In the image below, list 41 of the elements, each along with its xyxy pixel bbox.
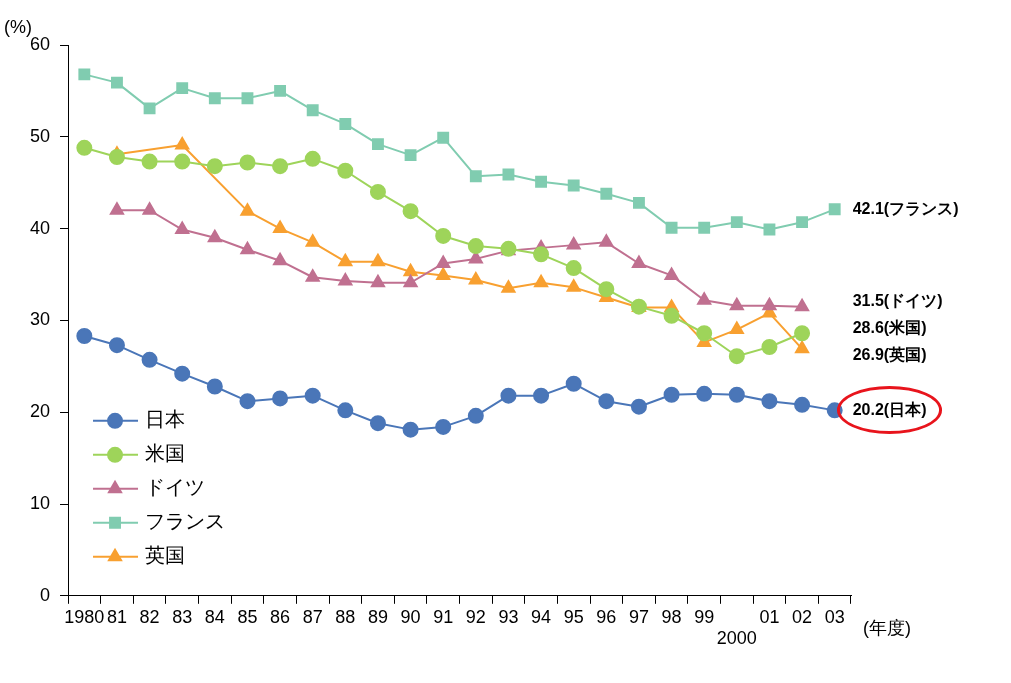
y-tick-label: 40 [29,217,51,238]
x-tick-label: 02 [792,606,813,627]
y-tick-label: 10 [29,492,51,513]
x-tick-label: 2000 [716,628,757,649]
legend-label: 日本 [145,408,186,431]
x-tick-label: 90 [400,606,421,627]
y-tick-label: 0 [40,584,51,605]
x-tick-label: 82 [139,606,160,627]
x-tick-label: 93 [498,606,519,627]
x-tick-label: 84 [204,606,225,627]
y-tick-label: 20 [29,401,51,422]
legend-label: ドイツ [145,476,206,499]
x-tick-label: 86 [270,606,291,627]
x-tick-label: 83 [172,606,193,627]
x-tick-label: 01 [759,606,780,627]
x-tick-label: 97 [628,606,649,627]
y-tick-label: 50 [29,125,51,146]
x-tick-label: 1980 [64,606,105,627]
x-tick-label: 96 [596,606,617,627]
x-tick-label: 88 [335,606,356,627]
legend-label: フランス [145,510,226,533]
y-tick-label: 30 [29,309,51,330]
text: 28.6(米国) [852,318,927,336]
legend-label: 英国 [145,544,186,567]
x-tick-label: 87 [302,606,323,627]
x-tick-label: 81 [106,606,127,627]
x-axis-title: (年度) [863,617,911,638]
x-tick-label: 92 [465,606,486,627]
x-tick-label: 85 [237,606,258,627]
x-tick-label: 89 [367,606,388,627]
legend-label: 米国 [145,442,186,465]
x-tick-label: 95 [563,606,584,627]
x-tick-label: 99 [694,606,715,627]
annotation: 20.2(日本) [852,400,927,418]
text: 26.9(英国) [852,345,927,363]
x-tick-label: 91 [433,606,454,627]
x-tick-label: 98 [661,606,682,627]
x-tick-label: 03 [824,606,845,627]
x-tick-label: 94 [531,606,552,627]
annotation: 42.1(フランス) [852,199,959,217]
text: 31.5(ドイツ) [852,291,943,309]
